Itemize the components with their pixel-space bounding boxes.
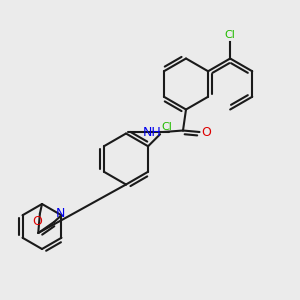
Text: NH: NH	[143, 125, 162, 139]
Text: O: O	[201, 125, 211, 139]
Text: O: O	[32, 215, 42, 228]
Text: Cl: Cl	[162, 122, 172, 132]
Text: N: N	[56, 207, 65, 220]
Text: Cl: Cl	[225, 30, 236, 40]
